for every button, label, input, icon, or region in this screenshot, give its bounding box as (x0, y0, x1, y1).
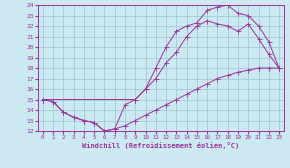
X-axis label: Windchill (Refroidissement éolien,°C): Windchill (Refroidissement éolien,°C) (82, 142, 240, 149)
